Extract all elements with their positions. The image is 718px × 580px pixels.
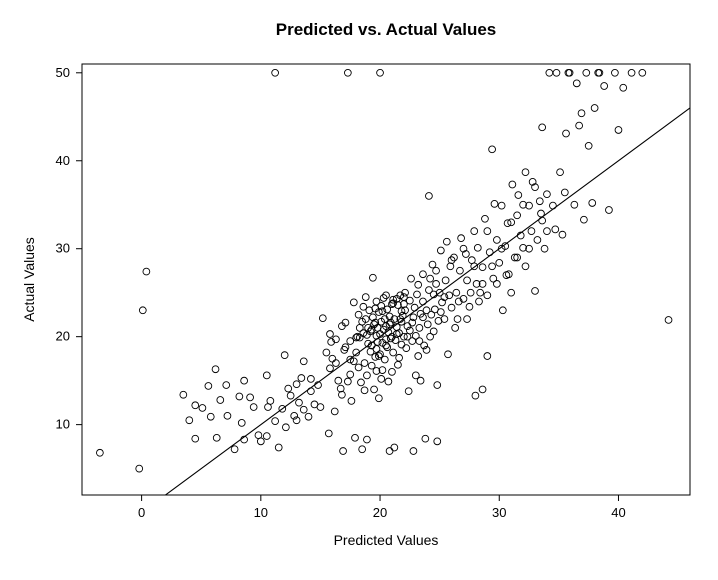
y-tick-label: 50 [56,65,70,80]
y-tick-label: 10 [56,417,70,432]
x-tick-label: 0 [138,505,145,520]
chart-background [0,0,718,580]
y-tick-label: 20 [56,329,70,344]
y-axis-label: Actual Values [21,237,37,322]
chart-svg: Predicted vs. Actual Values 0 10 20 30 40 10 20… [0,0,718,580]
x-tick-label: 30 [492,505,506,520]
chart-title: Predicted vs. Actual Values [276,20,496,39]
x-tick-label: 40 [611,505,625,520]
x-tick-label: 20 [373,505,387,520]
scatter-chart: Predicted vs. Actual Values 0 10 20 30 40 10 20… [0,0,718,580]
y-tick-label: 30 [56,241,70,256]
x-tick-label: 10 [254,505,268,520]
x-axis-label: Predicted Values [334,532,439,548]
y-tick-label: 40 [56,153,70,168]
